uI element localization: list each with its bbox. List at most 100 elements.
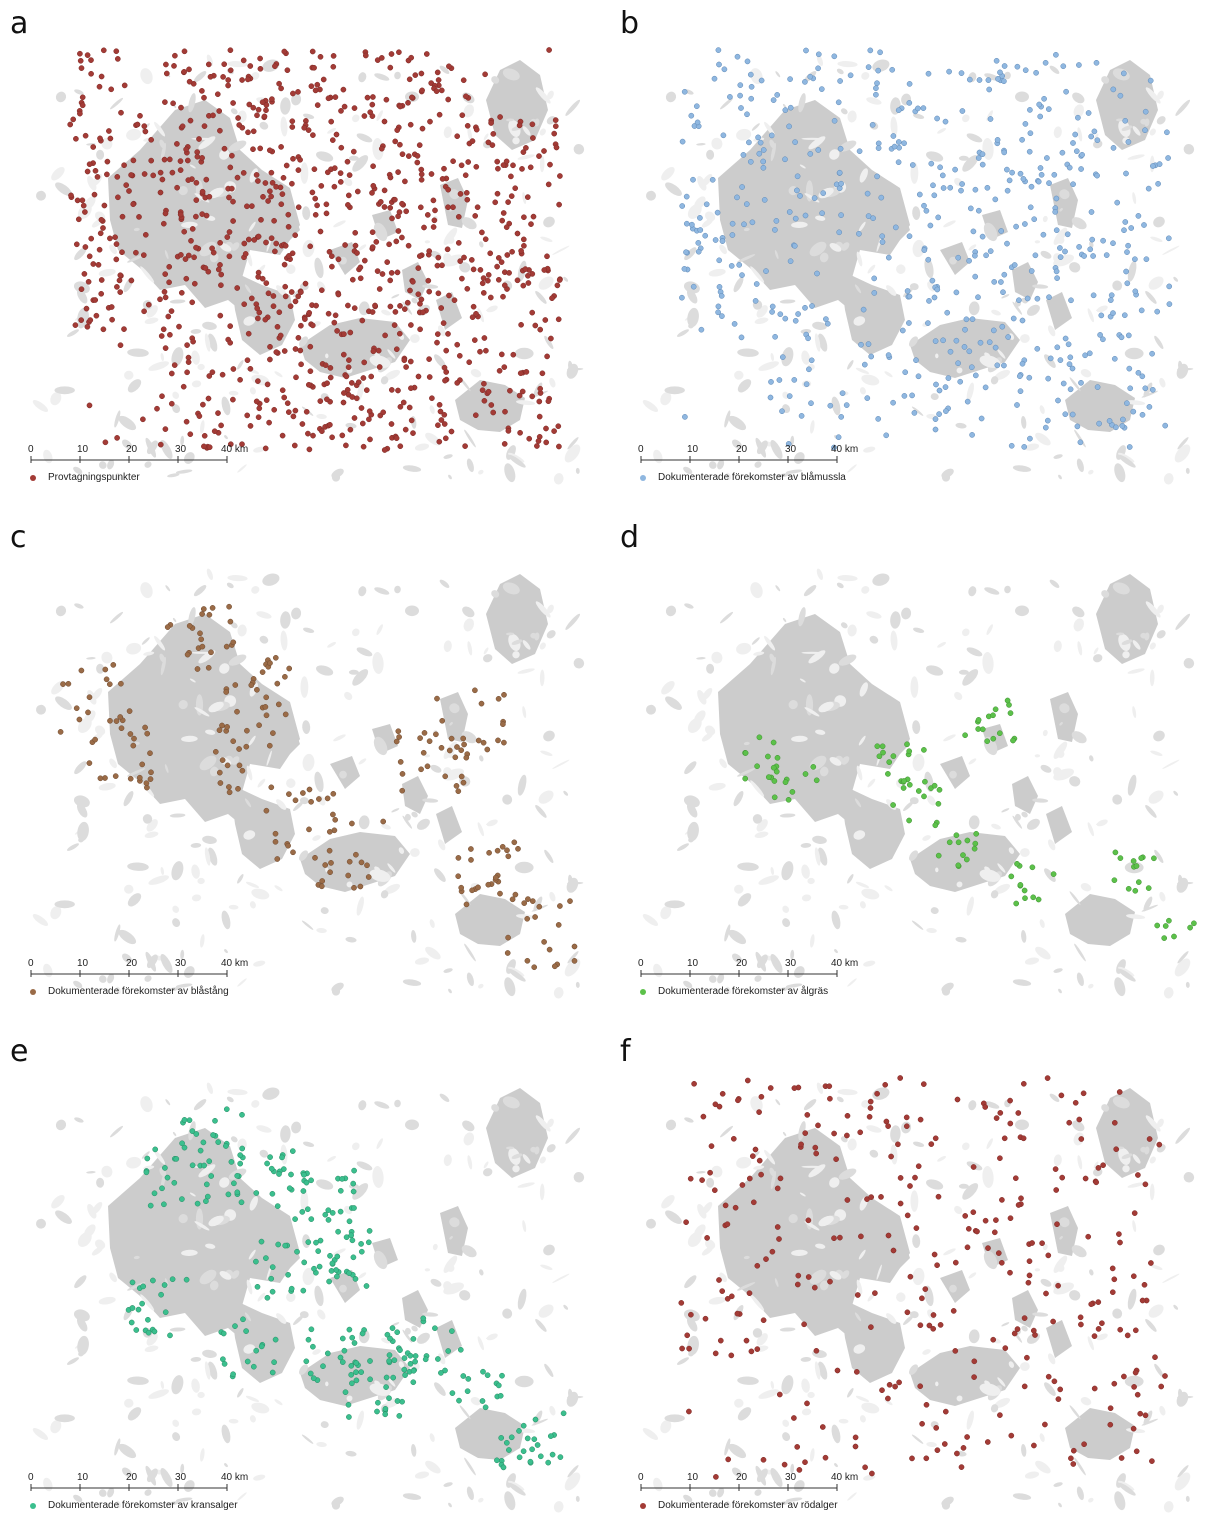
islet — [374, 73, 390, 81]
occurrence-point — [316, 1263, 323, 1270]
islet — [425, 946, 441, 960]
occurrence-point — [374, 1408, 380, 1415]
islet — [1149, 669, 1155, 687]
occurrence-point — [343, 373, 350, 380]
islet — [775, 585, 781, 592]
occurrence-point — [331, 183, 338, 190]
panel-letter: c — [10, 520, 27, 555]
occurrence-point — [791, 243, 798, 249]
occurrence-point — [709, 176, 716, 183]
occurrence-point — [1034, 345, 1041, 352]
occurrence-point — [352, 242, 359, 249]
islet — [1053, 1255, 1068, 1273]
occurrence-point — [387, 1335, 393, 1342]
occurrence-point — [424, 763, 431, 770]
islet — [466, 1486, 474, 1501]
occurrence-point — [930, 1325, 937, 1332]
occurrence-point — [182, 256, 189, 262]
islet — [197, 363, 205, 371]
occurrence-point — [946, 839, 953, 846]
legend-label: Dokumenterade förekomster av rödalger — [658, 1500, 838, 1511]
occurrence-point — [1127, 385, 1134, 392]
occurrence-point — [544, 253, 550, 260]
islet — [101, 1165, 113, 1178]
occurrence-point — [257, 145, 264, 152]
occurrence-point — [276, 80, 282, 87]
occurrence-point — [760, 158, 767, 165]
occurrence-point — [892, 1383, 898, 1390]
occurrence-point — [485, 139, 492, 146]
occurrence-point — [1066, 1119, 1073, 1126]
islet — [191, 1378, 200, 1393]
islet — [165, 1099, 171, 1106]
islet — [1040, 1278, 1052, 1287]
islet — [1132, 1220, 1137, 1233]
islet — [847, 978, 857, 987]
occurrence-point — [179, 123, 186, 130]
occurrence-point — [1053, 195, 1060, 202]
islet — [1163, 1501, 1174, 1513]
occurrence-point — [401, 306, 408, 312]
islet — [32, 400, 49, 412]
occurrence-point — [250, 128, 257, 135]
occurrence-point — [1139, 1297, 1146, 1304]
islet — [706, 663, 715, 674]
occurrence-point — [879, 233, 886, 240]
occurrence-point — [1081, 1441, 1087, 1448]
occurrence-point — [504, 950, 511, 956]
occurrence-point — [286, 1185, 293, 1192]
island — [1096, 574, 1158, 664]
occurrence-point — [263, 712, 270, 719]
occurrence-point — [268, 193, 274, 200]
islet — [1039, 919, 1045, 928]
island — [880, 1236, 910, 1273]
occurrence-point — [915, 788, 922, 794]
occurrence-point — [408, 322, 414, 328]
land-layer — [642, 54, 1195, 485]
occurrence-point — [518, 321, 524, 328]
islet — [505, 1146, 515, 1150]
occurrence-point — [239, 1145, 246, 1152]
occurrence-point — [748, 1348, 755, 1355]
islet — [777, 473, 790, 478]
islet — [836, 582, 844, 589]
occurrence-point — [219, 371, 226, 378]
islet — [911, 1434, 924, 1444]
occurrence-point — [289, 180, 295, 187]
islet — [293, 1314, 304, 1326]
islet — [750, 780, 765, 797]
occurrence-point — [481, 335, 488, 341]
islet — [146, 954, 158, 969]
occurrence-point — [516, 122, 523, 129]
islet — [246, 1279, 253, 1295]
occurrence-point — [688, 1311, 694, 1318]
occurrence-point — [161, 288, 168, 295]
occurrence-point — [346, 858, 353, 865]
islet — [665, 1210, 682, 1224]
islet — [829, 243, 842, 252]
islet — [77, 289, 88, 304]
occurrence-point — [303, 1179, 310, 1186]
occurrence-point — [275, 701, 282, 708]
islet — [1053, 1154, 1062, 1167]
occurrence-point — [782, 156, 788, 163]
occurrence-point — [885, 352, 892, 358]
occurrence-point — [141, 171, 148, 177]
islet — [183, 966, 195, 978]
islet — [733, 277, 744, 293]
occurrence-point — [454, 341, 461, 348]
islet — [171, 1375, 184, 1395]
occurrence-point — [836, 229, 843, 236]
occurrence-point — [139, 761, 146, 768]
occurrence-point — [1095, 1299, 1102, 1305]
islet — [1042, 215, 1048, 223]
occurrence-point — [930, 1312, 937, 1318]
islet — [169, 1327, 186, 1332]
islet — [753, 651, 765, 656]
islet — [198, 136, 216, 150]
occurrence-point — [958, 187, 964, 194]
occurrence-point — [739, 184, 745, 190]
occurrence-point — [1117, 855, 1124, 861]
islet — [522, 706, 527, 719]
